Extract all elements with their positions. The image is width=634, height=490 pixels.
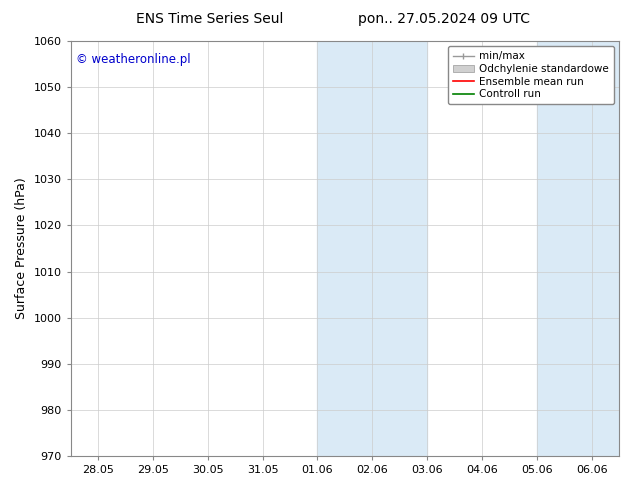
Text: © weatheronline.pl: © weatheronline.pl [76,53,191,67]
Bar [537,41,619,456]
Legend: min/max, Odchylenie standardowe, Ensemble mean run, Controll run: min/max, Odchylenie standardowe, Ensembl… [448,46,614,104]
Text: pon.. 27.05.2024 09 UTC: pon.. 27.05.2024 09 UTC [358,12,530,26]
Text: ENS Time Series Seul: ENS Time Series Seul [136,12,283,26]
Bar [318,41,427,456]
Y-axis label: Surface Pressure (hPa): Surface Pressure (hPa) [15,178,28,319]
